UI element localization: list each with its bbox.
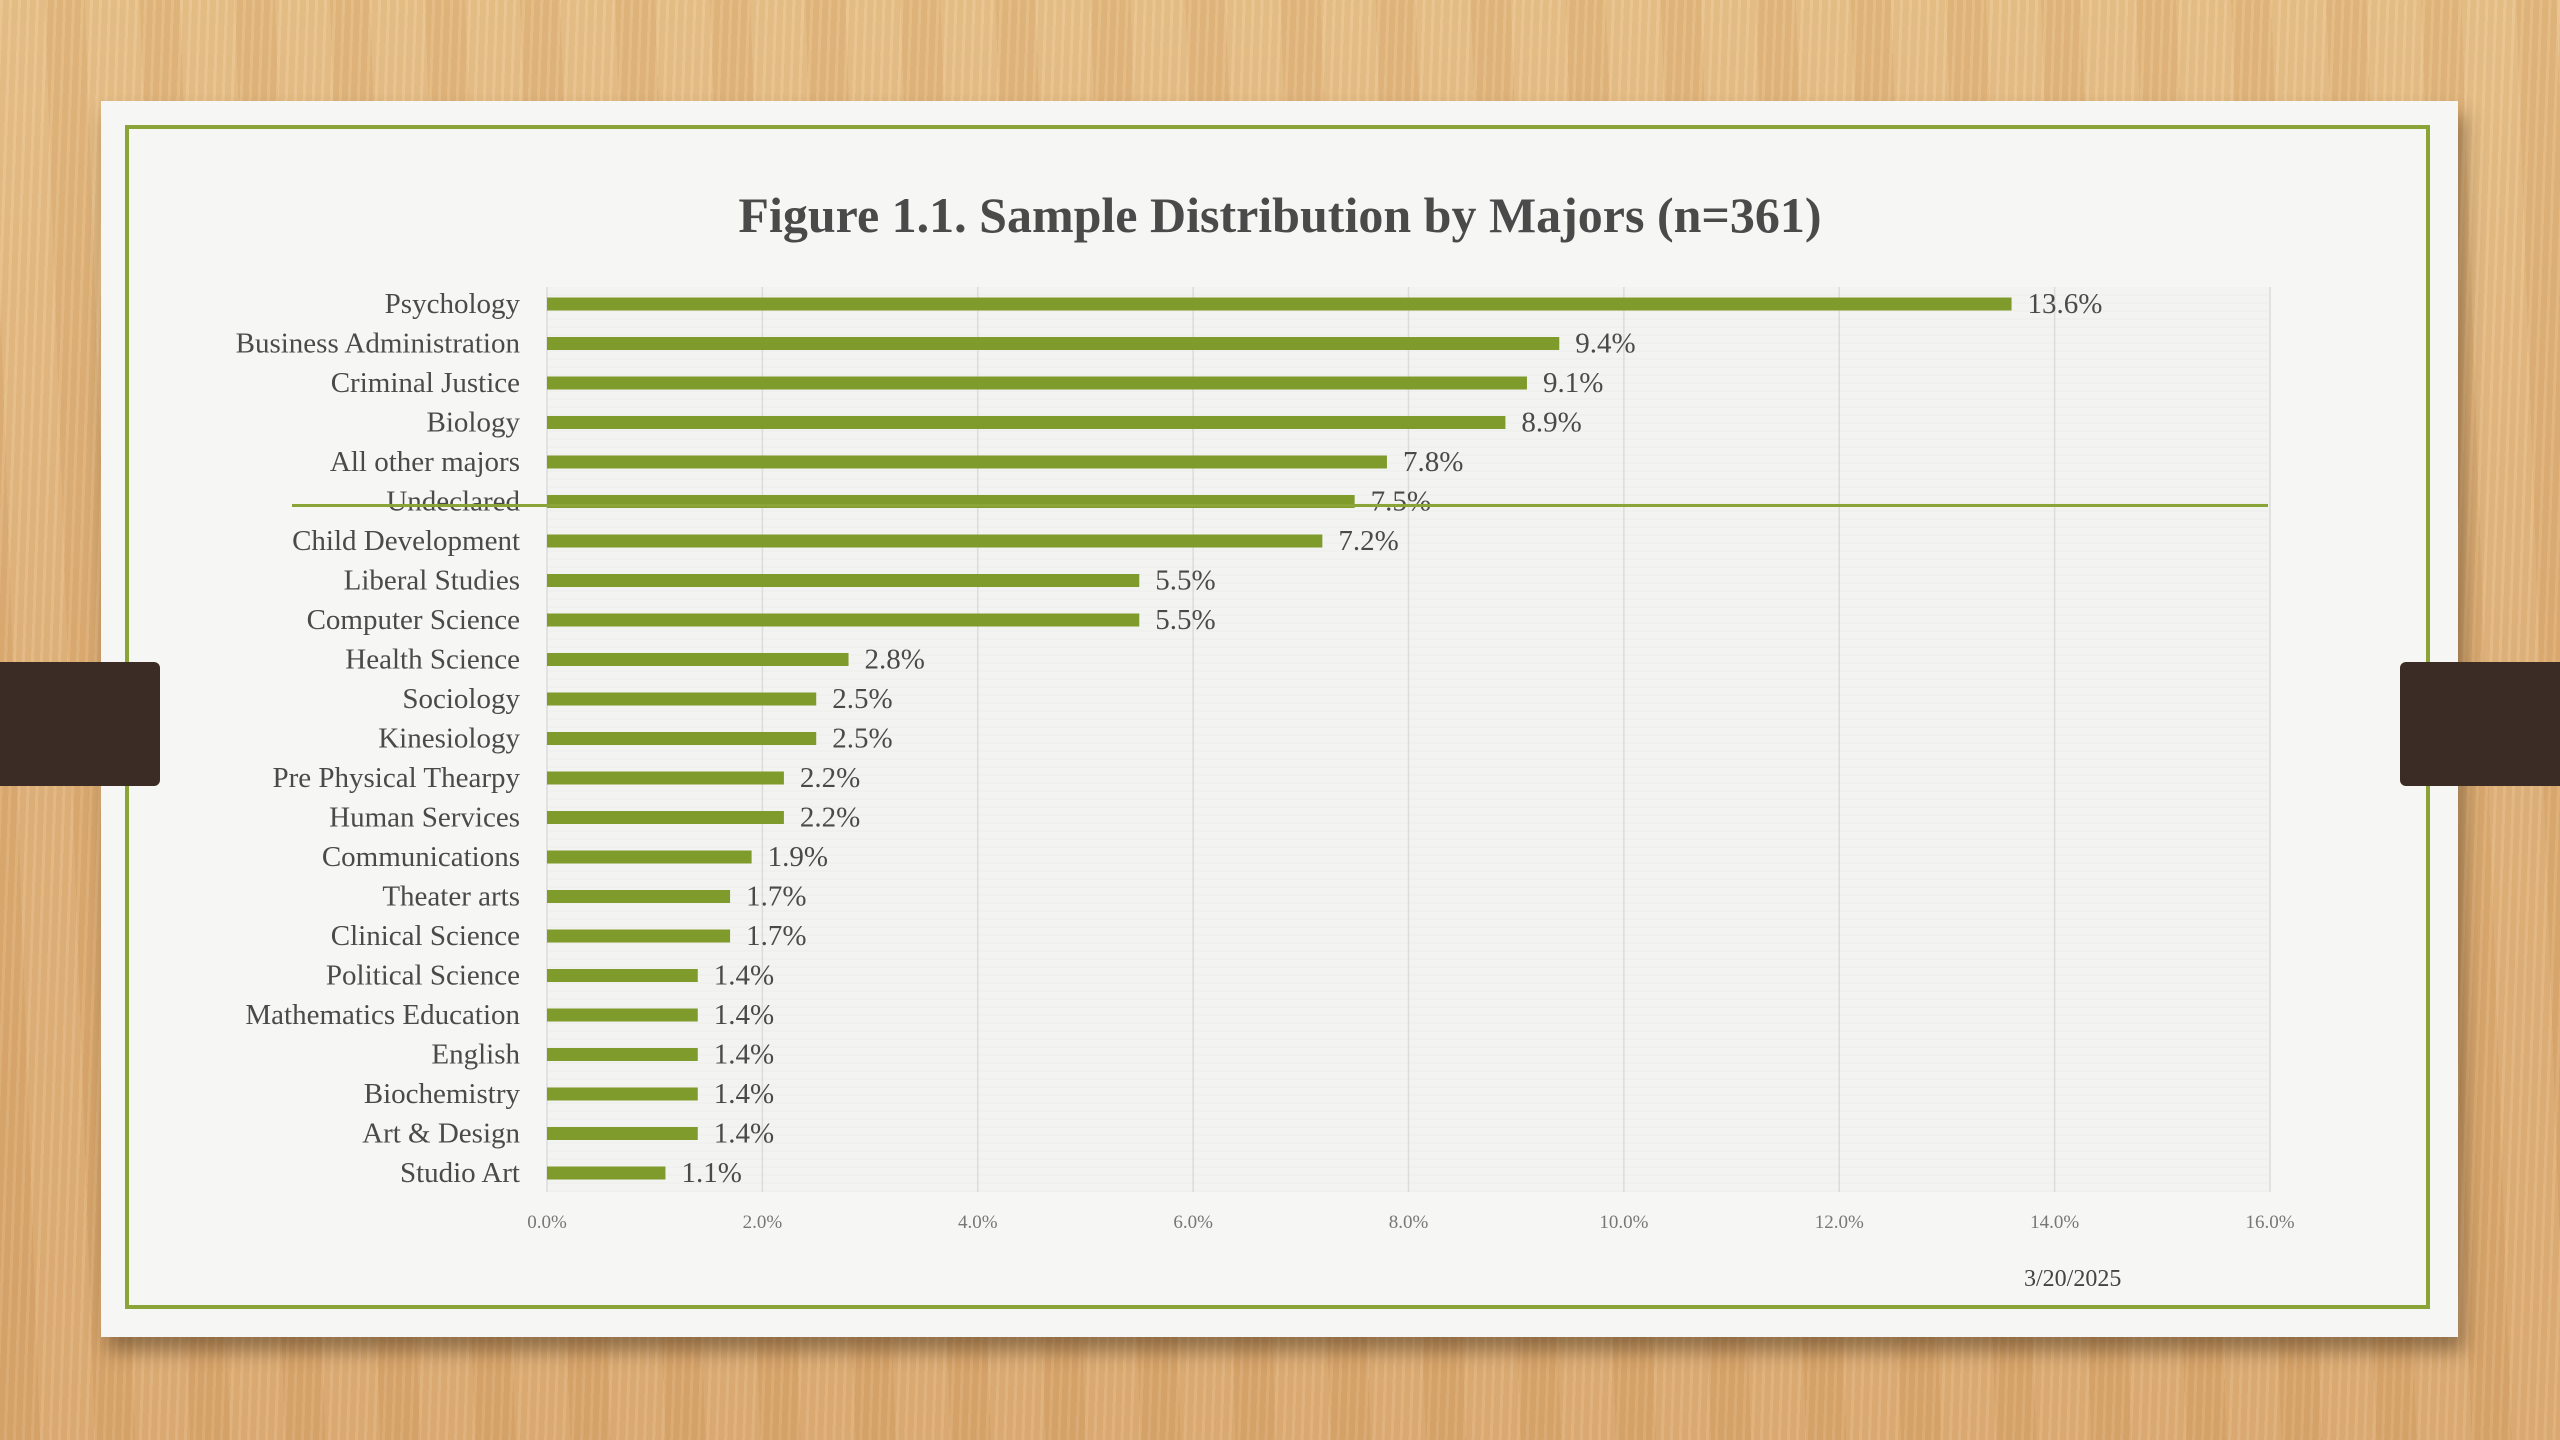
category-label: Child Development (292, 525, 520, 557)
x-tick-label: 2.0% (743, 1212, 783, 1233)
data-label: 9.4% (1575, 328, 1635, 360)
bar (547, 1127, 698, 1140)
category-label: Sociology (402, 683, 520, 715)
bar (547, 534, 1323, 548)
bar (547, 1166, 666, 1180)
data-label: 13.6% (2028, 288, 2103, 320)
category-label: Communications (322, 841, 520, 873)
data-label: 5.5% (1155, 604, 1215, 636)
bar (547, 771, 784, 785)
bar (547, 613, 1140, 627)
bar (547, 1087, 698, 1101)
bar (547, 574, 1140, 587)
category-label: All other majors (330, 446, 520, 478)
data-label: 7.8% (1403, 446, 1463, 478)
bar (547, 692, 817, 706)
data-label: 1.4% (714, 1078, 774, 1110)
x-tick-label: 0.0% (527, 1212, 567, 1233)
bar (547, 416, 1506, 429)
bar (547, 1048, 698, 1061)
category-label: Psychology (385, 288, 521, 320)
category-label: Pre Physical Thearpy (272, 762, 520, 794)
x-tick-label: 12.0% (1815, 1212, 1864, 1233)
left-binder-tab (0, 662, 160, 786)
bar (547, 297, 2012, 311)
data-label: 1.4% (714, 1039, 774, 1071)
data-label: 8.9% (1521, 407, 1581, 439)
x-tick-label: 6.0% (1173, 1212, 1213, 1233)
data-label: 7.2% (1338, 525, 1398, 557)
bar (547, 732, 817, 745)
bar (547, 890, 731, 903)
category-label: Undeclared (386, 486, 520, 518)
bar (547, 850, 752, 864)
category-label: Liberal Studies (344, 565, 520, 597)
bar (547, 376, 1527, 390)
category-label: Business Administration (236, 328, 521, 360)
bar (547, 969, 698, 982)
category-label: Health Science (345, 644, 520, 676)
x-tick-label: 16.0% (2245, 1212, 2294, 1233)
category-label: Political Science (326, 960, 520, 992)
data-label: 1.7% (746, 920, 806, 952)
data-label: 1.7% (746, 881, 806, 913)
category-label: Biology (427, 407, 521, 439)
category-label: Theater arts (382, 881, 520, 913)
category-label: Studio Art (400, 1157, 520, 1189)
category-label: Kinesiology (378, 723, 520, 755)
x-tick-label: 4.0% (958, 1212, 998, 1233)
category-label: Biochemistry (364, 1078, 521, 1110)
slide-date: 3/20/2025 (2024, 1266, 2122, 1292)
bar (547, 1008, 698, 1022)
data-label: 5.5% (1155, 565, 1215, 597)
category-label: Criminal Justice (331, 367, 520, 399)
data-label: 1.1% (681, 1157, 741, 1189)
bar (547, 653, 849, 666)
x-tick-label: 14.0% (2030, 1212, 2079, 1233)
data-label: 2.2% (800, 762, 860, 794)
data-label: 1.4% (714, 960, 774, 992)
category-label: Art & Design (362, 1118, 520, 1150)
data-label: 1.9% (768, 841, 828, 873)
bar (547, 337, 1560, 350)
category-label: Human Services (329, 802, 520, 834)
data-label: 2.5% (832, 683, 892, 715)
data-label: 1.4% (714, 1118, 774, 1150)
data-label: 7.5% (1371, 486, 1431, 518)
chart-title: Figure 1.1. Sample Distribution by Major… (738, 187, 1822, 243)
x-tick-label: 8.0% (1389, 1212, 1429, 1233)
data-label: 1.4% (714, 999, 774, 1031)
bar (547, 811, 784, 824)
x-tick-label: 10.0% (1599, 1212, 1648, 1233)
category-label: Mathematics Education (245, 999, 520, 1031)
data-label: 2.5% (832, 723, 892, 755)
data-label: 2.8% (865, 644, 925, 676)
category-label: Computer Science (307, 604, 520, 636)
bar (547, 455, 1387, 469)
category-label: English (431, 1039, 520, 1071)
category-label: Clinical Science (331, 920, 520, 952)
data-label: 2.2% (800, 802, 860, 834)
bar (547, 929, 731, 943)
data-label: 9.1% (1543, 367, 1603, 399)
right-binder-tab (2400, 662, 2560, 786)
